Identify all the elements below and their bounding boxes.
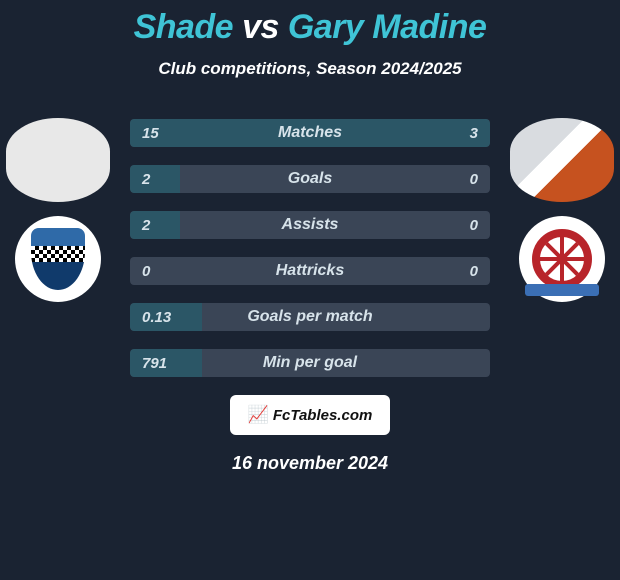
- player1-portrait: [6, 118, 110, 202]
- branding-text: FcTables.com: [273, 407, 372, 424]
- stat-label: Goals per match: [130, 308, 490, 326]
- player1-side: [6, 118, 110, 302]
- date: 16 november 2024: [0, 453, 620, 474]
- vs-text: vs: [242, 8, 279, 46]
- stats-block: 15Matches32Goals02Assists00Hattricks00.1…: [130, 119, 490, 377]
- stat-label: Assists: [130, 216, 490, 234]
- stat-value-right: 0: [470, 217, 478, 234]
- player1-club-crest: [15, 216, 101, 302]
- stat-value-right: 0: [470, 171, 478, 188]
- stat-row: 2Assists0: [130, 211, 490, 239]
- subtitle: Club competitions, Season 2024/2025: [0, 59, 620, 79]
- stat-label: Min per goal: [130, 354, 490, 372]
- stat-row: 791Min per goal: [130, 349, 490, 377]
- stat-row: 2Goals0: [130, 165, 490, 193]
- wheel-icon: [532, 229, 592, 289]
- comparison-title: Shade vs Gary Madine: [0, 8, 620, 47]
- player2-portrait: [510, 118, 614, 202]
- stat-value-right: 3: [470, 125, 478, 142]
- stat-row: 15Matches3: [130, 119, 490, 147]
- stat-row: 0.13Goals per match: [130, 303, 490, 331]
- stat-label: Hattricks: [130, 262, 490, 280]
- stat-label: Goals: [130, 170, 490, 188]
- player2-club-crest: [519, 216, 605, 302]
- stat-label: Matches: [130, 124, 490, 142]
- shield-icon: [31, 228, 85, 290]
- player1-name: Shade: [134, 8, 234, 46]
- chart-icon: 📈: [248, 405, 269, 425]
- ribbon-icon: [525, 284, 599, 296]
- stat-value-right: 0: [470, 263, 478, 280]
- branding-badge[interactable]: 📈 FcTables.com: [230, 395, 390, 435]
- player2-name: Gary Madine: [288, 8, 487, 46]
- player2-side: [510, 118, 614, 302]
- stat-row: 0Hattricks0: [130, 257, 490, 285]
